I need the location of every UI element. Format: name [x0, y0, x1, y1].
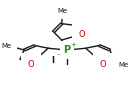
Text: Me: Me [2, 42, 12, 49]
Text: O: O [78, 30, 85, 39]
Text: I: I [51, 57, 54, 65]
Text: Me: Me [58, 8, 68, 14]
Text: Me: Me [118, 62, 128, 68]
Text: +: + [70, 42, 76, 48]
Text: O: O [27, 60, 34, 69]
Text: O: O [100, 60, 107, 69]
Text: P: P [63, 45, 71, 55]
Text: ⁻: ⁻ [56, 53, 60, 59]
